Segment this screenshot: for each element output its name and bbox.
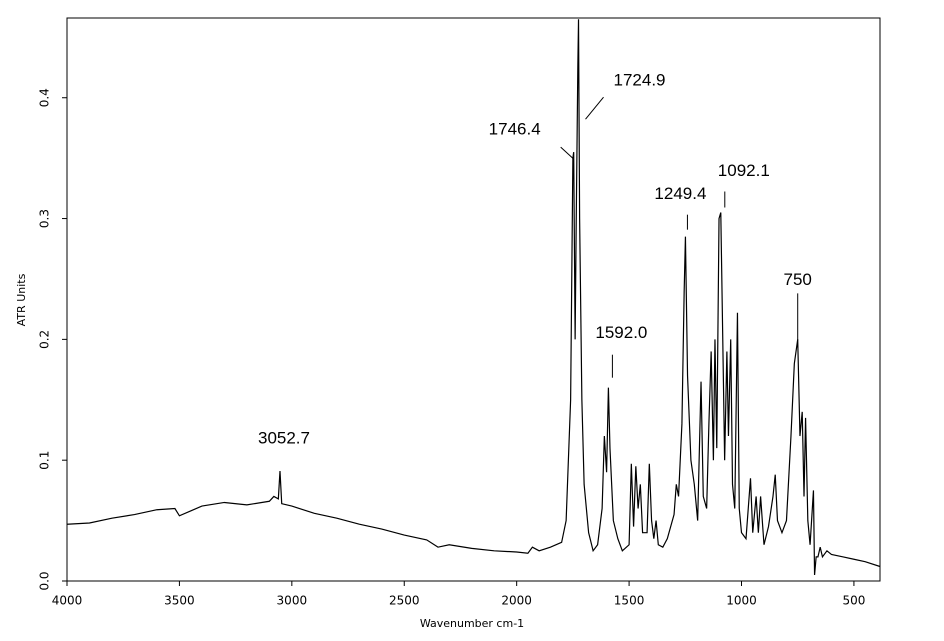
x-tick-label: 1500 (614, 594, 645, 608)
x-tick-label: 500 (842, 594, 865, 608)
x-tick-label: 2500 (389, 594, 420, 608)
annotation: 1592.0 (595, 323, 647, 342)
annotation: 1724.9 (614, 71, 666, 90)
y-tick-label: 0.1 (38, 451, 52, 470)
y-axis-label: ATR Units (15, 273, 28, 326)
annotation: 1092.1 (718, 161, 770, 180)
annotation: 3052.7 (258, 429, 310, 448)
y-tick-label: 0.3 (38, 209, 52, 228)
x-tick-label: 3500 (164, 594, 195, 608)
x-tick-label: 1000 (726, 594, 757, 608)
y-tick-label: 0.0 (38, 571, 52, 590)
annotation: 1249.4 (654, 184, 706, 203)
annotation: 750 (784, 270, 812, 289)
x-tick-label: 3000 (277, 594, 308, 608)
annotation-leader (560, 146, 574, 159)
x-tick-label: 2000 (501, 594, 532, 608)
x-axis-label: Wavenumber cm-1 (420, 617, 524, 630)
plot-frame (66, 17, 881, 582)
y-tick-label: 0.4 (38, 88, 52, 107)
annotation-leader (585, 96, 604, 120)
y-tick-label: 0.2 (38, 330, 52, 349)
spectrum-line (66, 19, 881, 576)
x-tick-label: 4000 (52, 594, 83, 608)
annotation: 1746.4 (489, 120, 541, 139)
